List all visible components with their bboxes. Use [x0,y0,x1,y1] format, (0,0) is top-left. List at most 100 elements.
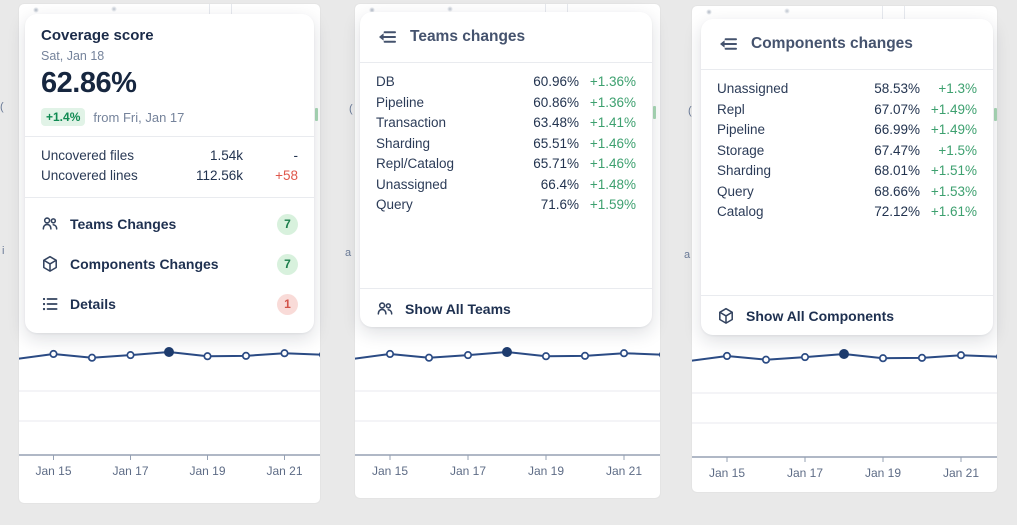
menu-item-teams-changes[interactable]: Teams Changes 7 [41,204,298,244]
background-badge-fragment [653,106,656,119]
component-row[interactable]: Query 68.66% +1.53% [717,182,977,203]
back-icon[interactable] [717,33,739,55]
delta-caption: from Fri, Jan 17 [93,109,185,125]
svg-text:Jan 17: Jan 17 [112,464,148,478]
component-row[interactable]: Catalog 72.12% +1.61% [717,202,977,223]
count-badge: 7 [277,213,298,235]
team-value: 66.4% [540,176,579,192]
people-icon [376,300,394,318]
menu-item-details[interactable]: Details 1 [41,284,298,324]
menu-item-label: Teams Changes [70,216,177,232]
component-name: Sharding [717,163,772,178]
team-value: 65.51% [533,135,579,151]
component-row[interactable]: Pipeline 66.99% +1.49% [717,120,977,141]
coverage-date: Sat, Jan 18 [41,49,105,63]
count-badge: 1 [277,293,298,315]
components-changes-popover: Components changes Unassigned 58.53% +1.3%… [701,19,993,335]
background-text-fragment: ( [0,101,4,113]
stat-label: Uncovered files [41,148,135,163]
team-row[interactable]: Transaction 63.48% +1.41% [376,113,636,134]
divider [701,295,993,296]
component-name: Catalog [717,204,764,219]
team-row[interactable]: Sharding 65.51% +1.46% [376,134,636,155]
svg-text:Jan 17: Jan 17 [450,464,486,478]
component-delta: +1.61% [930,204,977,219]
team-value: 71.6% [540,197,579,212]
team-delta: +1.48% [589,176,636,192]
team-row[interactable]: Repl/Catalog 65.71% +1.46% [376,154,636,175]
component-name: Repl [717,101,745,117]
components-panel: Components changes Unassigned 58.53% +1.3%… [692,6,997,492]
svg-text:Jan 15: Jan 15 [35,464,71,478]
component-name: Query [717,183,754,199]
show-all-components-button[interactable]: Show All Components [701,296,993,336]
team-value: 63.48% [533,115,579,130]
component-name: Unassigned [717,81,789,96]
team-delta: +1.46% [589,156,636,171]
team-row[interactable]: Pipeline 60.86% +1.36% [376,93,636,114]
show-all-teams-button[interactable]: Show All Teams [360,289,652,329]
component-value: 67.07% [874,101,920,117]
svg-text:Jan 15: Jan 15 [372,464,408,478]
component-row[interactable]: Sharding 68.01% +1.51% [717,161,977,182]
team-name: Query [376,197,413,212]
uncovered-stats: Uncovered files 1.54k - Uncovered lines … [25,137,314,197]
count-badge: 7 [277,253,298,275]
component-row[interactable]: Repl 67.07% +1.49% [717,100,977,121]
component-delta: +1.3% [938,81,977,96]
svg-text:Jan 15: Jan 15 [709,466,745,480]
svg-text:Jan 19: Jan 19 [865,466,901,480]
stat-value: 1.54k [209,148,243,163]
component-value: 68.66% [874,183,920,199]
component-name: Pipeline [717,122,766,137]
team-name: Sharding [376,135,431,151]
stat-row: Uncovered lines 112.56k +58 [41,166,298,186]
menu-item-components-changes[interactable]: Components Changes 7 [41,244,298,284]
coverage-panel: Coverage score Sat, Jan 18 62.86% +1.4% … [19,4,320,503]
people-icon [41,215,59,233]
popover-title: Coverage score [41,27,154,44]
team-name: DB [376,74,395,89]
team-row[interactable]: DB 60.96% +1.36% [376,72,636,93]
team-name: Transaction [376,115,447,130]
svg-text:Jan 21: Jan 21 [943,466,979,480]
svg-text:Jan 21: Jan 21 [266,464,302,478]
component-row[interactable]: Storage 67.47% +1.5% [717,141,977,162]
menu-item-label: Details [70,296,116,312]
popover-title: Components changes [751,35,913,52]
background-chart-fragment [19,4,320,17]
back-icon[interactable] [376,26,398,48]
component-row[interactable]: Unassigned 58.53% +1.3% [717,79,977,100]
svg-text:Jan 17: Jan 17 [787,466,823,480]
components-sparkline-chart[interactable]: Jan 15 Jan 17 Jan 19 Jan 21 [692,338,997,504]
team-delta: +1.46% [589,135,636,151]
stat-value: 112.56k [195,168,243,183]
component-value: 67.47% [874,142,920,158]
coverage-score-value: 62.86% [41,67,137,99]
stat-delta: - [293,148,299,163]
component-delta: +1.53% [930,183,977,199]
component-value: 72.12% [874,204,920,219]
team-row[interactable]: Unassigned 66.4% +1.48% [376,175,636,196]
background-text-fragment: ( [349,103,353,115]
coverage-sparkline-chart[interactable]: Jan 15 Jan 17 Jan 19 Jan 21 [19,336,320,502]
team-name: Repl/Catalog [376,156,455,171]
team-row[interactable]: Query 71.6% +1.59% [376,195,636,216]
component-delta: +1.49% [930,101,977,117]
background-text-fragment: a [345,247,352,259]
team-delta: +1.36% [589,94,636,110]
teams-sparkline-chart[interactable]: Jan 15 Jan 17 Jan 19 Jan 21 [355,336,660,502]
divider [360,62,652,63]
divider [25,136,314,137]
component-name: Storage [717,142,765,158]
stat-label: Uncovered lines [41,168,138,183]
background-badge-fragment [315,108,318,121]
svg-text:Jan 21: Jan 21 [606,464,642,478]
divider [701,69,993,70]
teams-list: DB 60.96% +1.36% Pipeline 60.86% +1.36% Tran… [360,63,652,288]
team-name: Pipeline [376,94,425,110]
teams-changes-popover: Teams changes DB 60.96% +1.36% Pipeline 60.… [360,12,652,327]
show-all-components-label: Show All Components [746,308,895,324]
background-badge-fragment [994,108,997,121]
